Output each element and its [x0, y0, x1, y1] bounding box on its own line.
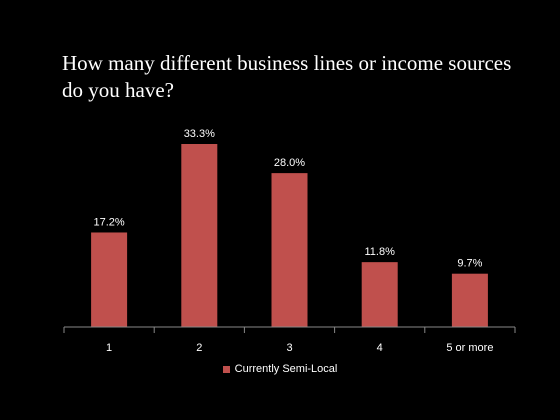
x-tick-label: 3 — [286, 342, 292, 354]
bar — [181, 144, 218, 327]
x-tick-label: 2 — [196, 342, 202, 354]
data-label: 17.2% — [93, 216, 124, 228]
x-tick-label: 1 — [106, 342, 112, 354]
legend-swatch — [222, 365, 230, 373]
legend-label: Currently Semi-Local — [234, 363, 338, 375]
data-label: 11.8% — [365, 246, 396, 258]
data-label: 33.3% — [184, 128, 215, 140]
legend: Currently Semi-Local — [0, 363, 560, 375]
bar — [361, 262, 398, 327]
x-tick-label: 5 or more — [446, 342, 493, 354]
bar — [451, 273, 488, 327]
x-tick-label: 4 — [377, 342, 383, 354]
data-label: 28.0% — [274, 157, 305, 169]
chart-title: How many different business lines or inc… — [62, 51, 512, 102]
bar — [271, 173, 308, 327]
data-label: 9.7% — [457, 258, 482, 270]
bar — [91, 232, 128, 327]
